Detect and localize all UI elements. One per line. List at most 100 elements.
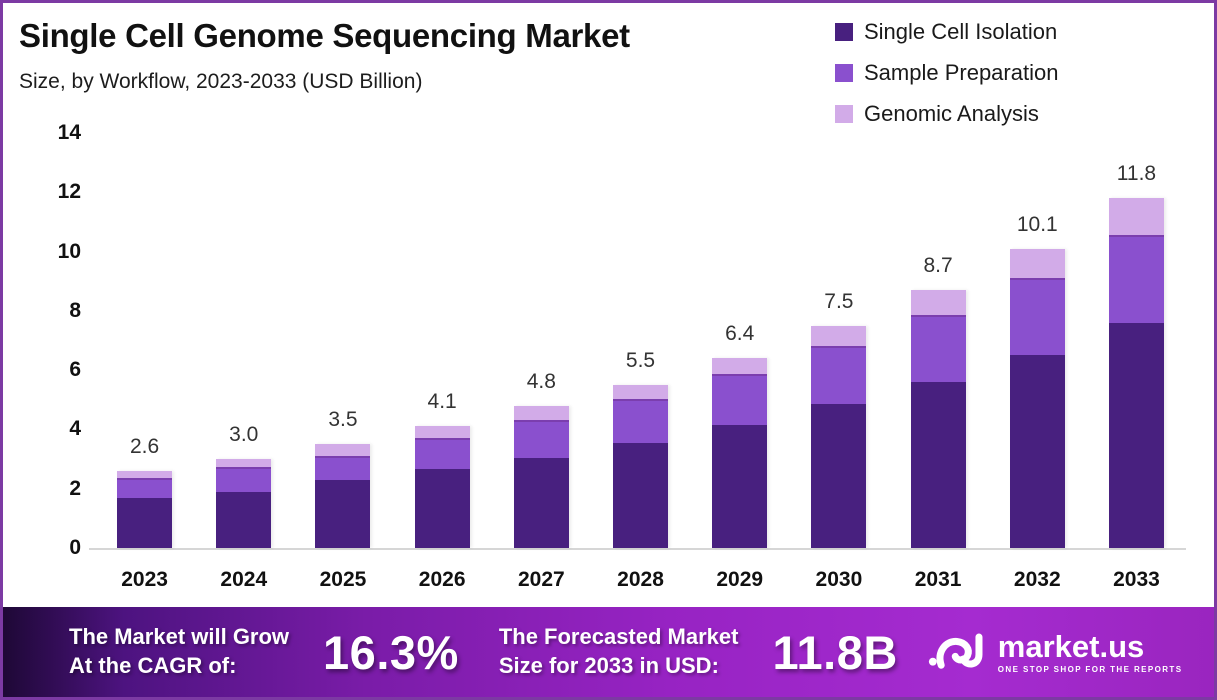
page-title: Single Cell Genome Sequencing Market [19,17,630,54]
stacked-bar-2028 [613,384,669,548]
x-tick-label: 2033 [1113,568,1160,591]
y-tick-label: 4 [69,417,81,441]
segment-sample-preparation [1108,236,1164,323]
segment-genomic-analysis [315,444,371,458]
stacked-bar-2033 [1108,198,1164,548]
plot-area: 2.6 2023 3.0 2024 3.5 2025 4.1 2026 4.8 2027 5.5 20… [89,133,1186,591]
bar-column-2024: 3.0 2024 [194,133,293,591]
x-tick-label: 2027 [517,568,565,591]
segment-single-cell-isolation [117,497,173,548]
forecast-value: 11.8B [772,625,898,679]
legend-swatch-genomic-analysis [835,105,853,123]
bar-column-2033: 11.8 2033 [1087,133,1186,591]
x-tick-label: 2031 [914,568,962,591]
stacked-bar-2027 [513,405,569,548]
segment-single-cell-isolation [910,382,966,548]
cagr-value: 16.3% [323,625,459,679]
forecast-label-line2: Size for 2033 in USD: [498,653,719,678]
segment-genomic-analysis [117,470,173,480]
segment-single-cell-isolation [1108,322,1164,548]
bar-value-label: 8.7 [923,254,953,278]
stacked-bar-2023 [117,470,173,548]
x-tick-label: 2030 [815,568,863,591]
logo-tagline: ONE STOP SHOP FOR THE REPORTS [997,664,1183,674]
segment-single-cell-isolation [216,491,272,548]
y-tick-label: 6 [69,358,81,382]
segment-genomic-analysis [513,405,569,423]
bar-column-2026: 4.1 2026 [393,133,492,591]
segment-single-cell-isolation [315,479,371,548]
cagr-label-line2: At the CAGR of: [69,653,237,678]
legend-swatch-sample-preparation [835,64,853,82]
columns: 2.6 2023 3.0 2024 3.5 2025 4.1 2026 4.8 2027 5.5 20… [95,133,1186,591]
market-us-logo-icon [928,633,983,669]
legend-label: Genomic Analysis [864,101,1039,126]
stacked-bar-2032 [1009,248,1065,548]
y-tick-label: 8 [69,298,81,322]
cagr-label: The Market will Grow At the CAGR of: [69,623,289,680]
x-tick-label: 2023 [121,568,168,591]
bar-column-2027: 4.8 2027 [492,133,591,591]
segment-single-cell-isolation [811,404,867,548]
forecast-label: The Forecasted Market Size for 2033 in U… [499,623,739,680]
bar-column-2031: 8.7 2031 [889,133,988,591]
segment-genomic-analysis [811,325,867,348]
bar-value-label: 6.4 [725,322,755,346]
x-tick-label: 2029 [716,568,764,591]
cagr-label-line1: The Market will Grow [69,624,290,650]
chart-subtitle: Size, by Workflow, 2023-2033 (USD Billio… [19,70,423,93]
legend-item-single-cell-isolation: Single Cell Isolation [835,19,1058,45]
bar-value-label: 3.5 [328,408,358,432]
x-tick-label: 2024 [220,568,268,591]
segment-sample-preparation [1009,279,1065,356]
segment-genomic-analysis [1009,248,1065,280]
x-tick-label: 2032 [1013,568,1061,591]
legend: Single Cell Isolation Sample Preparation G… [835,19,1058,142]
legend-swatch-single-cell-isolation [835,23,853,41]
segment-sample-preparation [315,457,371,480]
stacked-bar-2030 [811,325,867,548]
bar-value-label: 7.5 [824,289,854,313]
market-us-logo: market.us ONE STOP SHOP FOR THE REPORTS [928,629,1183,675]
segment-sample-preparation [613,401,669,443]
logo-text-block: market.us ONE STOP SHOP FOR THE REPORTS [998,631,1183,674]
y-tick-label: 2 [69,476,81,500]
segment-sample-preparation [513,422,569,458]
stacked-bar-2029 [712,358,768,548]
x-tick-label: 2026 [418,568,466,591]
y-tick-label: 10 [57,239,81,263]
x-axis-line [89,548,1186,550]
bar-column-2030: 7.5 2030 [789,133,888,591]
chart-header: Single Cell Genome Sequencing Market Siz… [19,17,630,94]
bar-value-label: 10.1 [1016,212,1058,236]
segment-sample-preparation [910,316,966,382]
segment-genomic-analysis [1108,198,1164,237]
bar-column-2023: 2.6 2023 [95,133,194,591]
y-tick-label: 12 [57,180,81,204]
bar-value-label: 4.8 [526,369,556,393]
x-tick-label: 2025 [319,568,367,591]
segment-genomic-analysis [712,358,768,377]
x-tick-label: 2028 [617,568,664,591]
bar-value-label: 5.5 [625,348,656,372]
segment-single-cell-isolation [513,457,569,548]
segment-single-cell-isolation [1009,355,1065,548]
segment-single-cell-isolation [414,469,470,548]
legend-item-sample-preparation: Sample Preparation [835,60,1058,86]
footer-banner: The Market will Grow At the CAGR of: 16.… [3,607,1214,697]
legend-label: Sample Preparation [864,60,1059,85]
bar-value-label: 11.8 [1116,162,1157,186]
stacked-bar-2031 [910,290,966,548]
bar-column-2025: 3.5 2025 [293,133,392,591]
bar-value-label: 4.1 [427,390,457,414]
segment-single-cell-isolation [712,424,768,548]
stacked-bar-2024 [216,459,272,548]
segment-sample-preparation [414,439,470,470]
segment-sample-preparation [216,469,272,492]
bar-column-2032: 10.1 2032 [988,133,1087,591]
segment-single-cell-isolation [613,442,669,548]
segment-genomic-analysis [216,459,272,470]
segment-genomic-analysis [613,384,669,402]
segment-sample-preparation [117,479,173,498]
legend-item-genomic-analysis: Genomic Analysis [835,101,1058,127]
